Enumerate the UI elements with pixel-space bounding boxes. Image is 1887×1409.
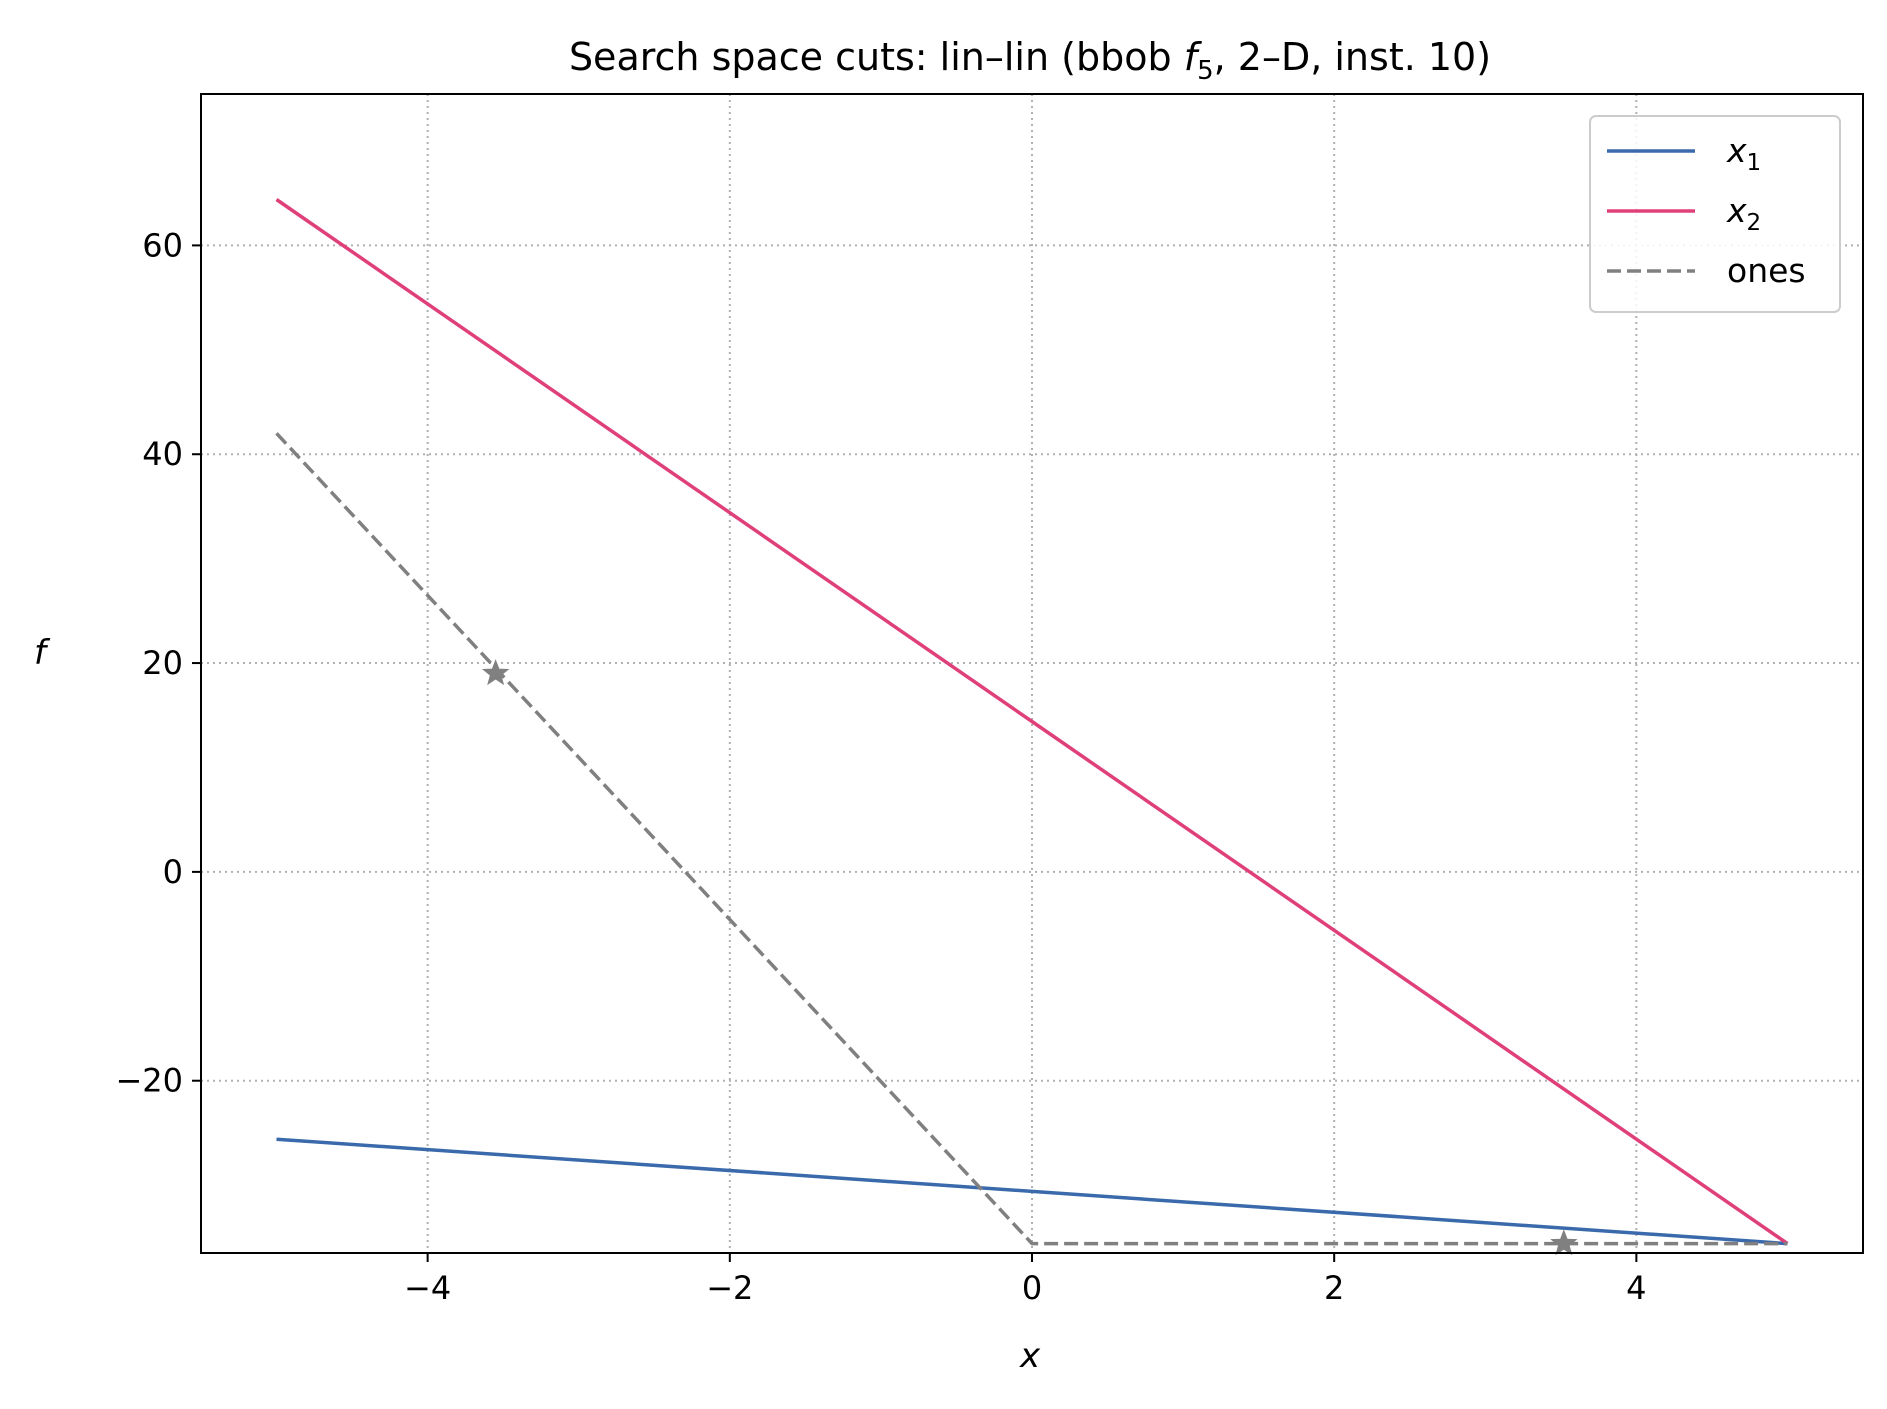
legend: x1 x2 ones [1589,115,1841,313]
series-line-2 [275,198,1789,1246]
y-tick-label: 60 [142,226,183,264]
x-axis-label: x [1019,1336,1041,1376]
y-tick-label: 0 [163,853,183,891]
legend-label-1: x1 [1726,131,1761,176]
chart-title: Search space cuts: lin–lin (bbob f5, 2–D… [569,35,1491,86]
markers-layer [481,659,1578,1256]
star-marker-1 [481,659,510,686]
x-tick-label: −4 [404,1269,451,1307]
x-tick-label: −2 [706,1269,753,1307]
grid [201,94,1863,1253]
legend-label-3: ones [1727,251,1806,290]
y-tick-label: −20 [115,1062,183,1100]
star-marker-2 [1550,1229,1578,1256]
legend-box [1589,115,1841,313]
y-tick-label: 20 [142,644,183,682]
title-suffix: , 2–D, inst. 10) [1214,35,1491,79]
title-subscript: 5 [1197,56,1214,86]
legend-label-2: x2 [1726,191,1761,236]
x-tick-label: 2 [1324,1269,1344,1307]
title-prefix: Search space cuts: lin–lin (bbob [569,35,1184,79]
x-tick-label: 0 [1022,1269,1042,1307]
y-tick-label: 40 [142,435,183,473]
series-line-3 [275,432,1788,1246]
x-tick-label: 4 [1626,1269,1646,1307]
y-axis-label: f [34,633,51,673]
series-line-1 [276,1137,1788,1246]
series-layer [275,198,1789,1246]
